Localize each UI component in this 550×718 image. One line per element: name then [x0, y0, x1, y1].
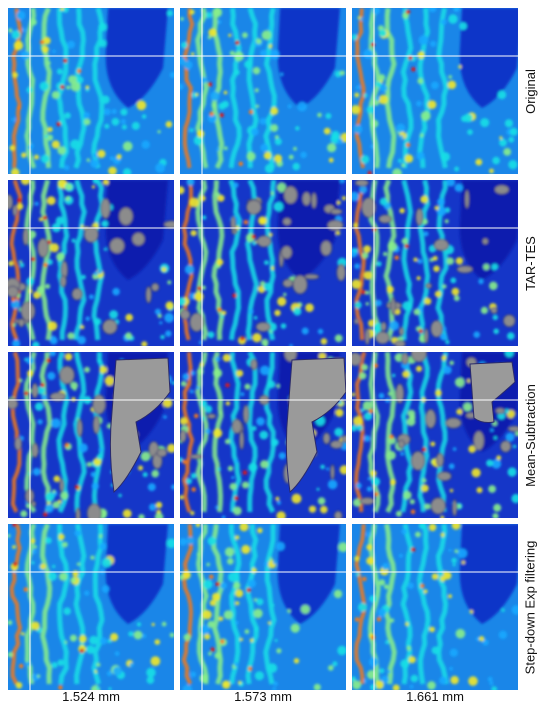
column-label-1661: 1.661 mm [406, 689, 464, 704]
panel-tar-tes-col3 [352, 180, 518, 346]
row-label-step-down-exp-filtering: Step-down Exp filtering [522, 540, 538, 674]
column-label-1573: 1.573 mm [234, 689, 292, 704]
thermal-map [352, 8, 518, 174]
thermal-map [180, 8, 346, 174]
thermal-map [352, 524, 518, 690]
panel-step-down-col1 [8, 524, 174, 690]
column-label-1524: 1.524 mm [62, 689, 120, 704]
panel-step-down-col2 [180, 524, 346, 690]
panel-mean-subtraction-col2 [180, 352, 346, 518]
thermal-map [8, 352, 174, 518]
row-label-mean-subtraction: Mean-Subtraction [522, 383, 538, 487]
panel-original-col3 [352, 8, 518, 174]
thermal-map [8, 180, 174, 346]
panel-mean-subtraction-col3 [352, 352, 518, 518]
row-label-tar-tes: TAR-TES [522, 235, 538, 291]
panel-original-col2 [180, 8, 346, 174]
thermal-map [352, 352, 518, 518]
panel-mean-subtraction-col1 [8, 352, 174, 518]
thermal-map [180, 180, 346, 346]
thermal-map [180, 524, 346, 690]
thermal-map [352, 180, 518, 346]
row-label-original: Original [522, 68, 538, 114]
panel-original-col1 [8, 8, 174, 174]
panel-step-down-col3 [352, 524, 518, 690]
thermal-map [8, 524, 174, 690]
thermal-map [180, 352, 346, 518]
panel-tar-tes-col2 [180, 180, 346, 346]
thermal-map [8, 8, 174, 174]
panel-tar-tes-col1 [8, 180, 174, 346]
